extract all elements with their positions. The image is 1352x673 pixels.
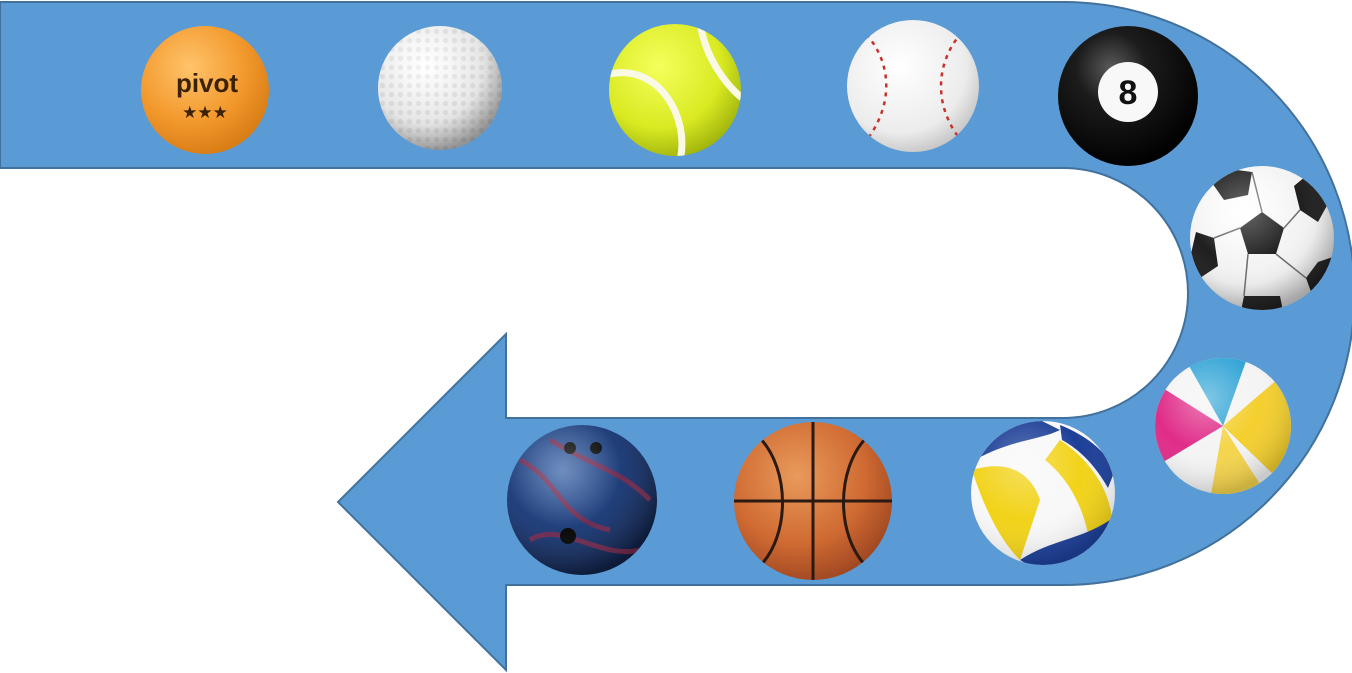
ping-pong-ball: pivot ★★★ bbox=[141, 26, 269, 154]
tennis-ball bbox=[609, 24, 741, 156]
golf-ball bbox=[378, 26, 502, 150]
basketball bbox=[734, 422, 892, 580]
ping-pong-logo-text: pivot bbox=[176, 68, 238, 98]
soccer-ball bbox=[1190, 166, 1334, 310]
volleyball bbox=[971, 421, 1115, 565]
eight-ball-number: 8 bbox=[1119, 74, 1138, 112]
eight-ball: 8 bbox=[1058, 26, 1198, 166]
bowling-ball bbox=[507, 425, 657, 575]
baseball bbox=[847, 20, 979, 152]
ping-pong-logo-stars: ★★★ bbox=[182, 103, 228, 122]
